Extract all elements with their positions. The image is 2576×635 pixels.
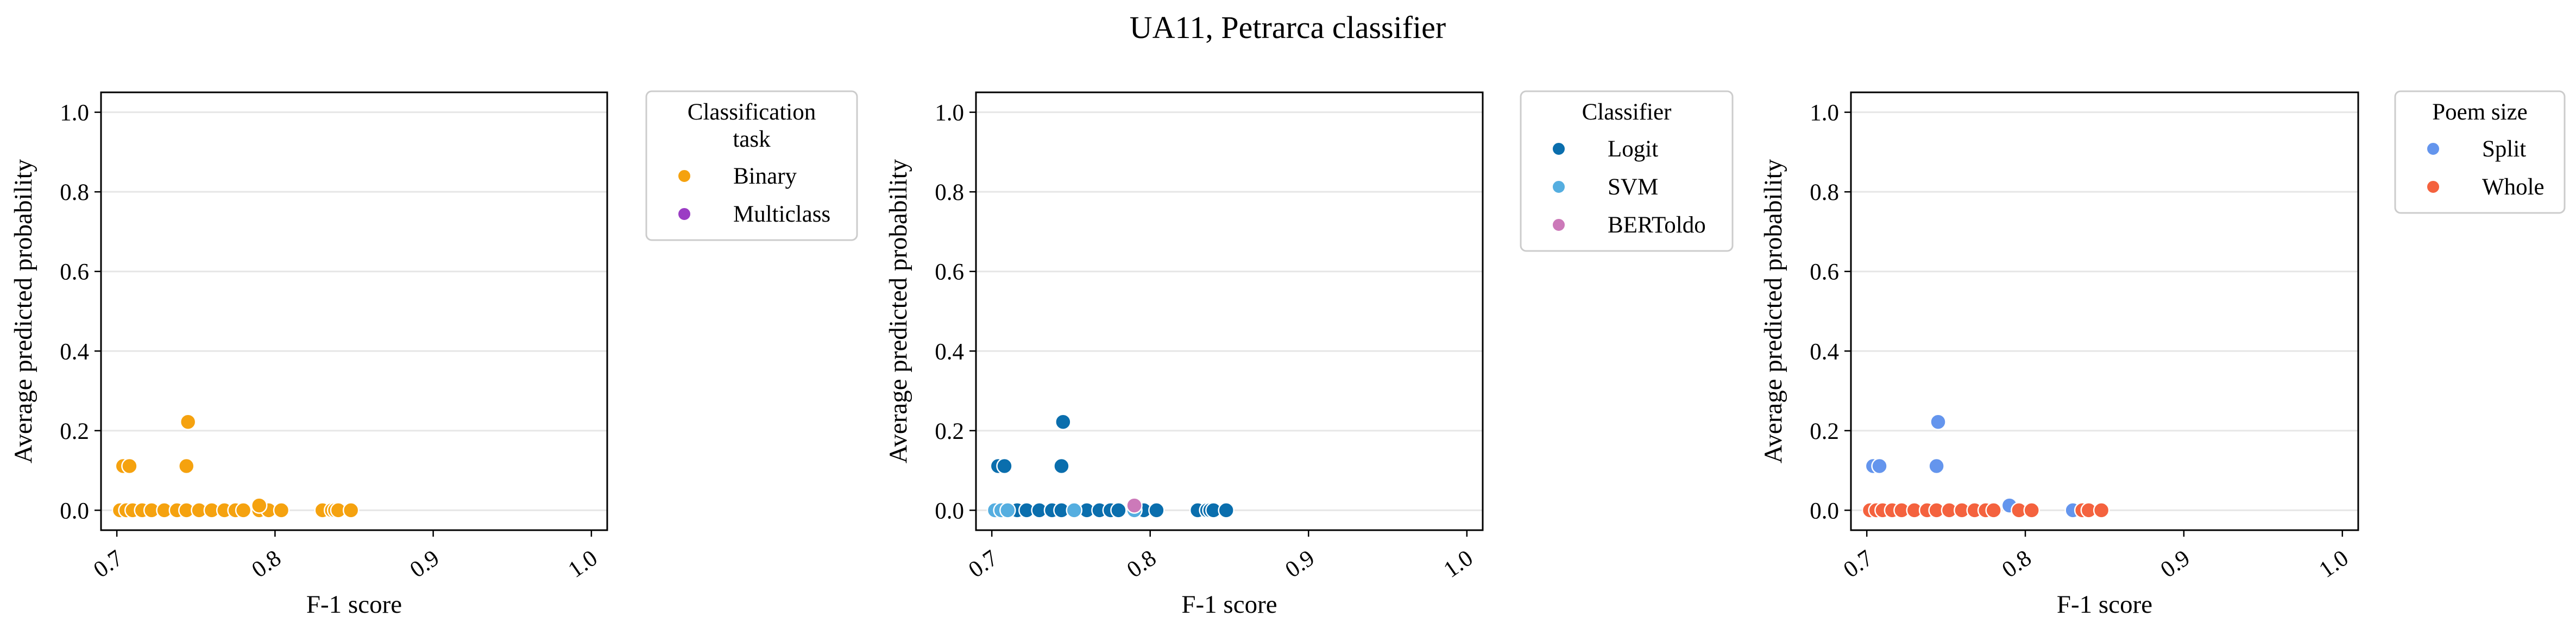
legend-entry-whole: Whole xyxy=(2482,174,2544,200)
y-tick-label: 0.6 xyxy=(1810,260,1839,285)
y-tick-label: 0.4 xyxy=(60,339,89,364)
y-axis-label: Average predicted probability xyxy=(9,159,37,463)
data-point-whole xyxy=(2093,502,2110,519)
y-tick-label: 0.2 xyxy=(935,419,964,444)
data-point-split xyxy=(1930,413,1947,430)
legend-entry-svm: SVM xyxy=(1608,174,1658,200)
data-point-binary xyxy=(179,413,197,430)
y-axis-label: Average predicted probability xyxy=(1759,159,1787,463)
x-tick-label: 0.9 xyxy=(2156,545,2195,583)
legend-entry-logit: Logit xyxy=(1608,136,1658,162)
y-tick-label: 0.2 xyxy=(1810,419,1839,444)
legend-box xyxy=(645,90,858,241)
x-tick-label: 0.8 xyxy=(1122,545,1161,583)
data-point-split xyxy=(1871,457,1888,475)
figure-title: UA11, Petrarca classifier xyxy=(1130,10,1446,45)
scatter-panel-2: 0.0 0.2 0.4 0.6 0.8 1.0 0.7 0.8 0.9 1.0 F-1 score A… xyxy=(884,90,1734,619)
data-point-logit xyxy=(1110,502,1127,519)
legend-entry-binary: Binary xyxy=(733,164,797,189)
x-tick-label: 1.0 xyxy=(1439,545,1478,583)
data-point-binary xyxy=(121,457,138,475)
scatter-panel-3: 0.0 0.2 0.4 0.6 0.8 1.0 0.7 0.8 0.9 1.0 F-1 score A… xyxy=(1759,90,2566,619)
x-tick-label: 1.0 xyxy=(564,545,602,583)
legend-marker xyxy=(1552,180,1566,194)
y-tick-label: 0.8 xyxy=(1810,180,1839,205)
data-point-binary xyxy=(342,502,360,519)
axes-frame xyxy=(100,91,608,531)
legend-entry-bertoldo: BERToldo xyxy=(1608,212,1706,238)
data-point-svm xyxy=(1066,502,1083,519)
y-tick-label: 1.0 xyxy=(1810,100,1839,126)
legend: Classifier Logit SVM BERToldo xyxy=(1520,90,1734,252)
x-tick-label: 0.8 xyxy=(1998,545,2036,583)
data-point-svm xyxy=(999,502,1016,519)
legend-marker xyxy=(677,207,691,221)
legend-marker xyxy=(2426,180,2440,194)
data-point-whole xyxy=(1985,502,2002,519)
x-tick-label: 0.7 xyxy=(964,545,1003,583)
data-point-bertoldo xyxy=(1126,497,1143,514)
x-tick-label: 0.9 xyxy=(1281,545,1319,583)
y-tick-label: 0.4 xyxy=(935,339,964,364)
y-tick-label: 0.8 xyxy=(60,180,89,205)
y-tick-label: 0.6 xyxy=(60,260,89,285)
x-tick-label: 0.7 xyxy=(89,545,128,583)
data-point-split xyxy=(1928,457,1945,475)
data-point-logit xyxy=(1218,502,1235,519)
legend-title: task xyxy=(733,127,771,152)
data-point-logit xyxy=(996,457,1013,475)
data-point-binary xyxy=(178,457,195,475)
legend-marker xyxy=(1552,218,1566,232)
legend-title: Poem size xyxy=(2432,99,2528,125)
axes-frame xyxy=(1850,91,2359,531)
legend-entry-split: Split xyxy=(2482,136,2526,162)
y-tick-label: 0.0 xyxy=(935,498,964,524)
data-point-logit xyxy=(1148,502,1165,519)
data-point-binary xyxy=(251,497,268,514)
legend-marker xyxy=(677,169,691,183)
x-tick-label: 1.0 xyxy=(2315,545,2353,583)
y-tick-label: 0.2 xyxy=(60,419,89,444)
legend-title: Classification xyxy=(688,99,816,125)
x-tick-label: 0.8 xyxy=(247,545,286,583)
y-axis-label: Average predicted probability xyxy=(884,159,912,463)
data-point-logit xyxy=(1053,457,1070,475)
data-point-whole xyxy=(2023,502,2040,519)
legend-entry-multiclass: Multiclass xyxy=(733,202,830,227)
x-tick-label: 0.9 xyxy=(405,545,444,583)
y-tick-label: 0.0 xyxy=(1810,498,1839,524)
data-point-binary xyxy=(273,502,290,519)
legend-title: Classifier xyxy=(1582,99,1672,125)
axes-frame xyxy=(975,91,1484,531)
y-tick-label: 0.0 xyxy=(60,498,89,524)
legend: Poem size Split Whole xyxy=(2394,90,2566,214)
legend-marker xyxy=(1552,142,1566,156)
x-tick-label: 0.7 xyxy=(1839,545,1878,583)
scatter-panel-1: 0.0 0.2 0.4 0.6 0.8 1.0 0.7 0.8 0.9 1.0 F-1 score A… xyxy=(9,90,858,619)
y-tick-label: 0.6 xyxy=(935,260,964,285)
y-tick-label: 0.8 xyxy=(935,180,964,205)
legend-box xyxy=(1520,90,1734,252)
y-tick-label: 0.4 xyxy=(1810,339,1839,364)
y-tick-label: 1.0 xyxy=(935,100,964,126)
x-axis-label: F-1 score xyxy=(1181,590,1277,619)
x-axis-label: F-1 score xyxy=(306,590,402,619)
data-point-binary xyxy=(235,502,252,519)
legend-marker xyxy=(2426,142,2440,156)
data-point-logit xyxy=(1055,413,1072,430)
y-tick-label: 1.0 xyxy=(60,100,89,126)
x-axis-label: F-1 score xyxy=(2057,590,2152,619)
